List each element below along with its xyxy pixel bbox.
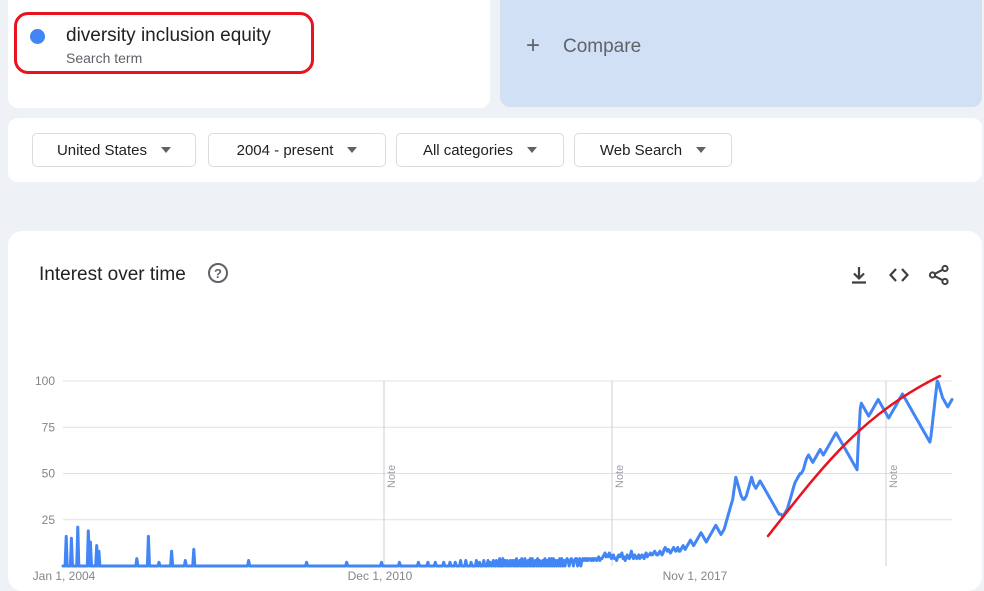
search-term-label[interactable]: diversity inclusion equity <box>66 25 271 46</box>
chart-title: Interest over time <box>39 264 186 285</box>
chevron-down-icon <box>696 147 707 153</box>
interest-over-time-card <box>8 231 982 591</box>
category-filter-label: All categories <box>422 141 514 159</box>
x-tick-label: Jan 1, 2004 <box>33 569 96 582</box>
annotation-highlight-box <box>14 12 314 74</box>
compare-button-label[interactable]: Compare <box>563 36 642 57</box>
time-range-filter[interactable]: 2004 - present <box>208 133 386 167</box>
y-tick-label: 50 <box>42 467 56 481</box>
share-icon[interactable] <box>928 264 950 286</box>
region-filter[interactable]: United States <box>32 133 196 167</box>
region-filter-label: United States <box>56 141 148 159</box>
category-filter[interactable]: All categories <box>396 133 564 167</box>
chevron-down-icon <box>161 147 172 153</box>
series-line <box>61 379 954 568</box>
chevron-down-icon <box>347 147 358 153</box>
time-range-filter-label: 2004 - present <box>236 141 334 159</box>
search-type-filter[interactable]: Web Search <box>574 133 732 167</box>
y-tick-label: 75 <box>42 420 56 434</box>
help-icon[interactable]: ? <box>208 263 228 283</box>
download-icon[interactable] <box>848 264 870 286</box>
term-color-dot <box>30 29 45 44</box>
search-term-sublabel: Search term <box>66 50 143 66</box>
note-label: Note <box>614 465 626 488</box>
add-icon[interactable]: + <box>526 32 541 59</box>
compare-card[interactable] <box>500 0 982 107</box>
note-label: Note <box>888 465 900 488</box>
embed-icon[interactable] <box>888 264 910 286</box>
y-tick-label: 25 <box>42 513 56 527</box>
x-tick-label: Nov 1, 2017 <box>663 569 728 582</box>
search-term-card[interactable] <box>8 0 490 108</box>
chevron-down-icon <box>527 147 538 153</box>
note-label: Note <box>386 465 398 488</box>
search-type-filter-label: Web Search <box>599 141 683 159</box>
x-tick-label: Dec 1, 2010 <box>348 569 413 582</box>
annotation-trend-line <box>766 374 942 538</box>
y-tick-label: 100 <box>35 374 55 388</box>
